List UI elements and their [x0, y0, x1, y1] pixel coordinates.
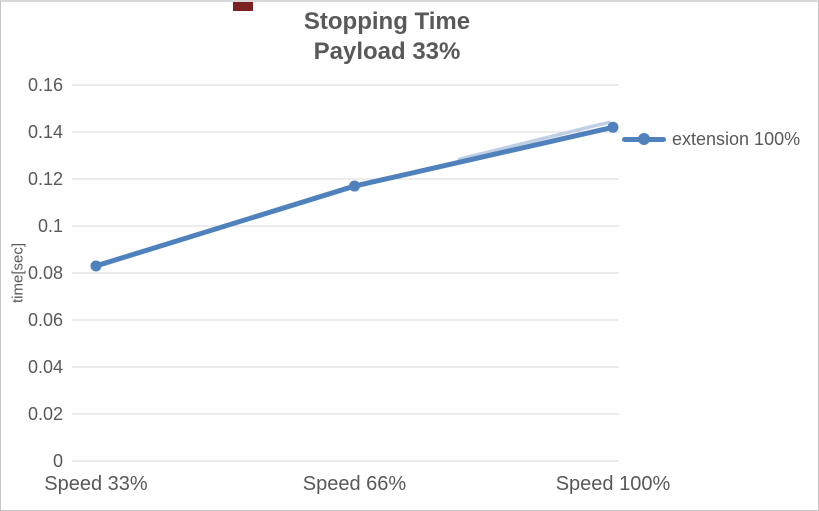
x-category-label: Speed 100% — [555, 473, 671, 495]
data-point-marker — [349, 180, 360, 192]
x-category-label: Speed 33% — [44, 473, 148, 495]
chart-title-line1: Stopping Time — [303, 8, 471, 35]
y-tick-label: 0.06 — [27, 310, 63, 330]
red-marker — [233, 2, 253, 11]
legend: extension 100% — [621, 128, 800, 150]
chart-title: Stopping Time Payload 33% — [1, 7, 773, 67]
data-point-marker — [90, 260, 102, 272]
x-category-label: Speed 66% — [302, 473, 407, 495]
chart-title-line2: Payload 33% — [313, 38, 461, 65]
y-tick-label: 0 — [52, 451, 63, 471]
legend-label: extension 100% — [672, 128, 801, 149]
series-line — [93, 124, 616, 269]
y-tick-label: 0.1 — [37, 216, 63, 236]
legend-marker-dot — [638, 133, 650, 145]
series-line-glow — [457, 120, 611, 161]
y-tick-label: 0.14 — [27, 122, 63, 142]
y-tick-label: 0.08 — [27, 263, 63, 283]
y-tick-label: 0.04 — [27, 357, 63, 377]
y-tick-label: 0.16 — [27, 75, 63, 95]
legend-line-marker-icon — [621, 133, 667, 145]
data-point-marker — [607, 121, 619, 133]
y-tick-label: 0.12 — [27, 169, 63, 189]
y-tick-label: 0.02 — [27, 404, 63, 424]
